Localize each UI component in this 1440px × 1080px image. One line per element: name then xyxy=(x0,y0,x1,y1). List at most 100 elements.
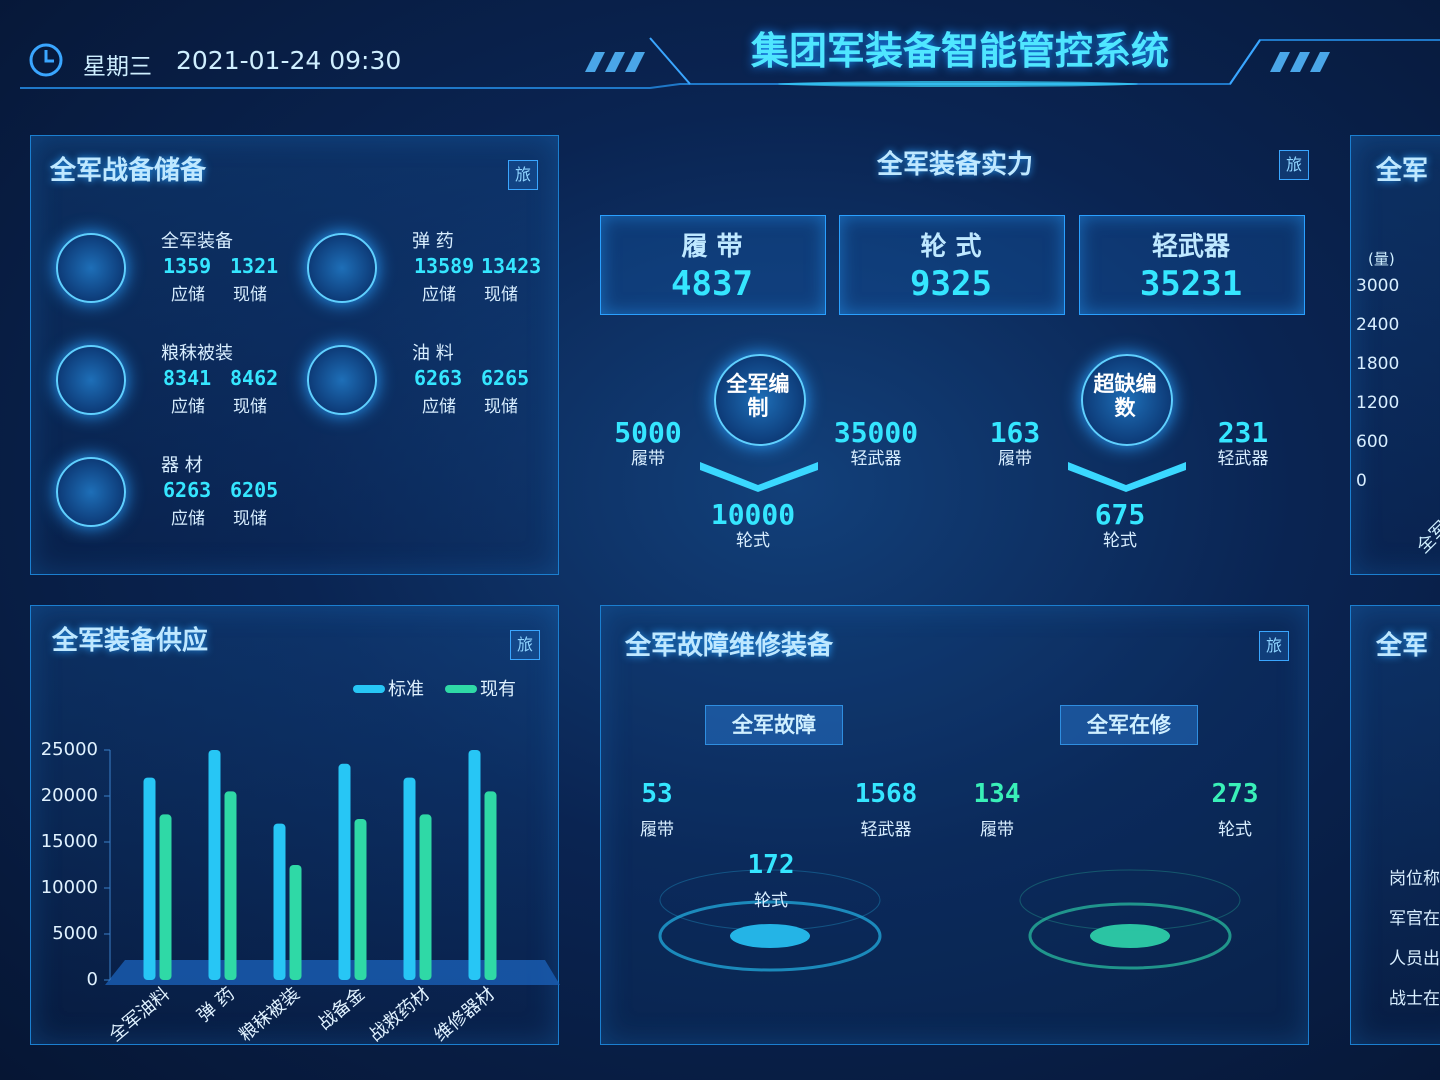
row-label: 战士在 xyxy=(1389,989,1440,1009)
repair-label: 轻武器 xyxy=(860,820,912,840)
axis-label: 3000 xyxy=(1356,276,1400,296)
group-value: 675 xyxy=(1094,498,1146,531)
panel-title: 全军装备实力 xyxy=(876,150,1033,180)
panel-title: 全军 xyxy=(1376,156,1429,186)
repair-label: 履带 xyxy=(980,820,1014,840)
row-label: 岗位称 xyxy=(1389,869,1440,889)
y-tick-label: 5000 xyxy=(52,923,98,944)
axis-label: 1200 xyxy=(1356,393,1400,413)
icon-circle xyxy=(307,345,377,415)
x-tick-label: 粮秣被装 xyxy=(235,984,304,1046)
group-title: 超缺编数 xyxy=(1093,372,1157,420)
repair-value: 1568 xyxy=(854,779,918,809)
icon-circle xyxy=(56,457,126,527)
card-value: 4837 xyxy=(671,264,753,304)
repair-label: 轮式 xyxy=(754,891,788,911)
badge[interactable]: 旅 xyxy=(1259,631,1289,661)
bar xyxy=(273,823,286,980)
bar-chart: 0 5000 10000 15000 20000 25000 全军油料弹 药粮秣被装 战备金战… xyxy=(41,679,560,1046)
y-tick-label: 0 xyxy=(87,969,98,990)
should-label: 应储 xyxy=(171,509,205,529)
badge[interactable]: 旅 xyxy=(510,630,540,660)
card-value: 9325 xyxy=(910,264,992,304)
card xyxy=(1079,215,1305,315)
axis-label: 1800 xyxy=(1356,354,1400,374)
current-label: 现储 xyxy=(233,509,267,529)
y-tick-label: 15000 xyxy=(41,831,98,852)
group-circle xyxy=(714,354,806,446)
group-title: 全军在修 xyxy=(1060,705,1198,745)
panel-title: 全军战备储备 xyxy=(50,156,207,186)
repair-value: 172 xyxy=(747,850,795,880)
should-value: 8341 xyxy=(163,366,212,390)
row-label: 军官在 xyxy=(1389,909,1440,929)
item-name: 全军装备 xyxy=(161,231,233,252)
current-value: 6265 xyxy=(481,366,530,390)
axis-label: 2400 xyxy=(1356,315,1400,335)
bar xyxy=(289,865,302,980)
current-label: 现储 xyxy=(484,397,518,417)
should-value: 1359 xyxy=(163,254,212,278)
repair-label: 履带 xyxy=(640,820,674,840)
badge[interactable]: 旅 xyxy=(508,160,538,190)
repair-value: 53 xyxy=(641,779,673,809)
bar xyxy=(143,777,156,980)
bar xyxy=(338,763,351,980)
datetime: 2021-01-24 09:30 xyxy=(176,46,402,75)
bar xyxy=(468,750,481,980)
group-value: 35000 xyxy=(833,416,919,449)
icon-circle xyxy=(56,345,126,415)
x-tick-label: 战救药材 xyxy=(365,984,434,1046)
current-label: 现储 xyxy=(484,285,518,305)
bar xyxy=(224,791,237,980)
group-value: 10000 xyxy=(710,498,796,531)
axis-label: 600 xyxy=(1356,432,1389,452)
icon-circle xyxy=(307,233,377,303)
card-name: 轮 式 xyxy=(920,232,982,262)
y-tick-label: 25000 xyxy=(41,739,98,760)
repair-value: 134 xyxy=(973,779,1021,809)
card-value: 35231 xyxy=(1139,264,1243,304)
right-top-panel xyxy=(1350,135,1440,575)
legend-swatch xyxy=(353,685,385,693)
repair-value: 273 xyxy=(1211,779,1259,809)
group-label: 轻武器 xyxy=(850,449,902,469)
repair-panel xyxy=(600,605,1309,1045)
should-value: 6263 xyxy=(163,478,212,502)
group-title: 全军故障 xyxy=(705,705,843,745)
should-value: 6263 xyxy=(414,366,463,390)
y-tick-label: 20000 xyxy=(41,785,98,806)
current-label: 现储 xyxy=(233,397,267,417)
should-value: 13589 xyxy=(414,254,475,278)
group-label: 轮式 xyxy=(1103,531,1137,551)
bar xyxy=(208,750,221,980)
group-value: 5000 xyxy=(614,416,682,449)
should-label: 应储 xyxy=(422,397,456,417)
item-name: 粮秣被装 xyxy=(161,343,233,364)
bar xyxy=(159,814,172,980)
group-label: 履带 xyxy=(631,449,665,469)
unit-label: (量) xyxy=(1368,250,1395,268)
item-name: 油 料 xyxy=(412,343,454,364)
item-name: 器 材 xyxy=(161,455,203,476)
page-title: 集团军装备智能管控系统 xyxy=(750,29,1169,73)
x-tick-label: 弹 药 xyxy=(193,984,238,1027)
group-title: 全军编制 xyxy=(726,372,790,420)
current-value: 8462 xyxy=(230,366,279,390)
should-label: 应储 xyxy=(171,397,205,417)
y-tick-label: 10000 xyxy=(41,877,98,898)
card xyxy=(600,215,826,315)
bar xyxy=(419,814,432,980)
group-value: 231 xyxy=(1217,416,1269,449)
legend-label: 标准 xyxy=(388,679,424,700)
x-tick-label: 战备金 xyxy=(314,984,369,1035)
badge[interactable]: 旅 xyxy=(1279,150,1309,180)
group-circle xyxy=(1081,354,1173,446)
panel-title: 全军装备供应 xyxy=(52,626,209,656)
repair-label: 轮式 xyxy=(1218,820,1252,840)
right-bottom-panel xyxy=(1350,605,1440,1045)
legend-label: 现有 xyxy=(480,679,516,700)
weekday: 星期三 xyxy=(83,54,152,80)
